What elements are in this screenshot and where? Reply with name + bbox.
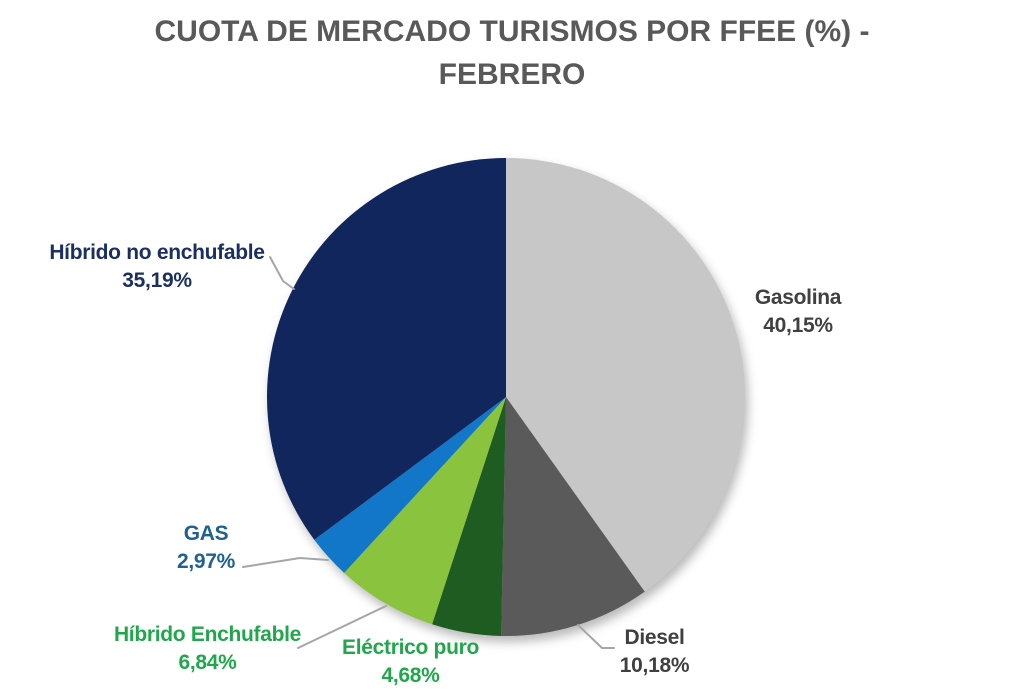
pie-slice-electrico-puro xyxy=(432,397,506,636)
slice-label-value: 35,19% xyxy=(122,269,192,292)
leader-lines xyxy=(242,256,615,649)
pie-slice-diesel xyxy=(501,397,645,636)
slice-label-diesel: Diesel 10,18% xyxy=(592,624,717,680)
pie-slices xyxy=(266,157,746,636)
pie-slice-gas xyxy=(314,397,506,573)
slice-label-value: 10,18% xyxy=(619,654,690,677)
slice-label-hibrido-no-enchufable: Híbrido no enchufable 35,19% xyxy=(33,239,281,295)
chart-title: CUOTA DE MERCADO TURISMOS POR FFEE (%) -… xyxy=(0,10,1024,96)
pie-slice-gasolina xyxy=(506,158,746,592)
slice-label-name: Diesel xyxy=(624,626,685,649)
slice-label-hibrido-enchufable: Híbrido Enchufable 6,84% xyxy=(95,621,320,677)
slice-label-value: 40,15% xyxy=(763,314,833,337)
leader-line-gas xyxy=(242,557,329,568)
pie-slice-hibrido-enchufable xyxy=(344,397,506,625)
slice-label-gas: GAS 2,97% xyxy=(150,520,262,576)
slice-label-name: GAS xyxy=(183,522,229,545)
slice-label-value: 2,97% xyxy=(176,550,236,573)
slice-label-value: 4,68% xyxy=(381,664,440,687)
slice-label-gasolina: Gasolina 40,15% xyxy=(728,284,868,340)
slice-label-electrico-puro: Eléctrico puro 4,68% xyxy=(328,634,493,690)
pie-slice-hibrido-no-enchufable xyxy=(266,157,506,540)
slice-label-name: Eléctrico puro xyxy=(342,636,479,659)
leader-line-diesel xyxy=(577,624,615,649)
slice-label-name: Híbrido no enchufable xyxy=(49,241,265,264)
slice-label-name: Híbrido Enchufable xyxy=(113,623,302,646)
chart-title-line2: FEBRERO xyxy=(438,58,586,91)
chart-title-line1: CUOTA DE MERCADO TURISMOS POR FFEE (%) - xyxy=(154,15,870,48)
slice-label-name: Gasolina xyxy=(754,286,842,309)
slice-label-value: 6,84% xyxy=(178,651,237,674)
leader-line-hibrido-enchufable xyxy=(297,605,387,649)
leader-line-hibrido-no-enchufable xyxy=(269,256,295,290)
